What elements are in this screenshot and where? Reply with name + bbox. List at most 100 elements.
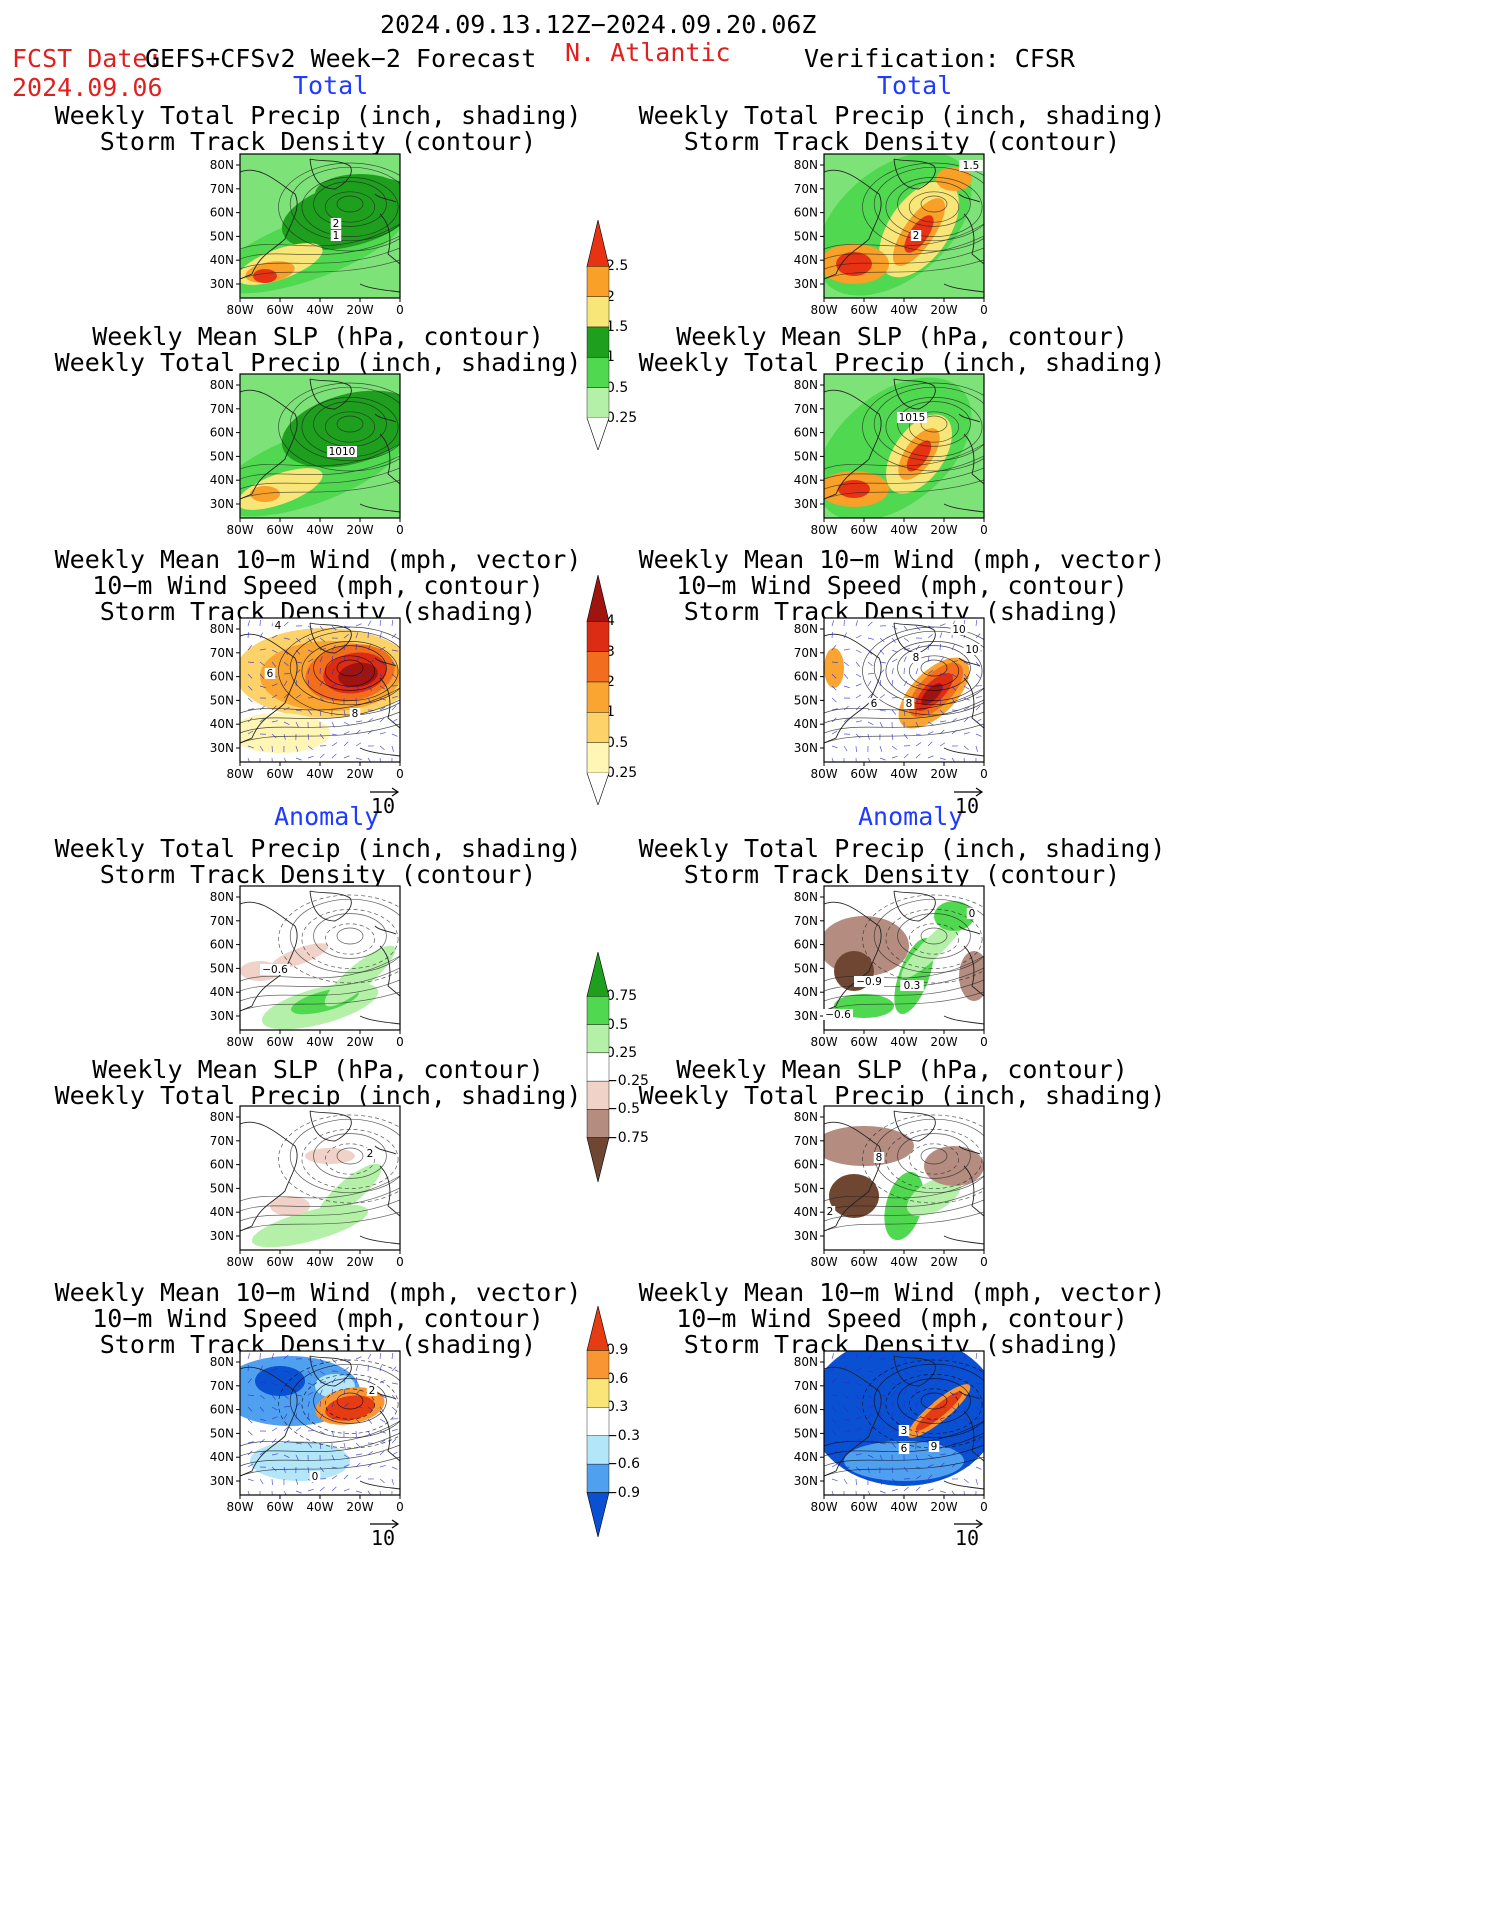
title-ob-total-wind: Weekly Mean 10−m Wind (mph, vector) 10−m… xyxy=(638,545,1166,626)
contour-label: 8 xyxy=(876,1152,883,1164)
lat-tick-label: 40N xyxy=(794,253,818,267)
contour-label: 8 xyxy=(906,698,913,710)
lat-tick-label: 50N xyxy=(210,1181,234,1195)
map-ob-total-precip: 80N 70N 60N 50N 40N 30N 80W 60W 40W 20W 0 1.5 2 xyxy=(794,153,988,316)
lon-tick-label: 80W xyxy=(810,523,837,536)
map-ob-anom-wind: 80N 70N 60N 50N 40N 30N 80W 60W 40W 20W 0 3 6 9 xyxy=(794,1350,988,1513)
lon-tick-label: 80W xyxy=(226,1035,253,1048)
lon-tick-label: 80W xyxy=(810,1035,837,1048)
contour-label: 1.5 xyxy=(963,160,980,172)
lat-tick-label: 60N xyxy=(794,206,818,220)
lon-tick-label: 0 xyxy=(396,1035,404,1048)
lon-tick-label: 0 xyxy=(980,1500,988,1513)
shading-region xyxy=(829,1174,879,1218)
lat-tick-label: 40N xyxy=(210,985,234,999)
reference-vector-arrow xyxy=(954,1519,984,1529)
lat-tick-label: 30N xyxy=(210,277,234,291)
contour-label: 6 xyxy=(871,698,878,710)
shading-region xyxy=(240,713,330,753)
lat-tick-label: 80N xyxy=(794,1355,818,1369)
colorbar-tick-label: 0.25 xyxy=(606,1044,638,1061)
reference-vector-label: 10 xyxy=(371,1526,396,1550)
shading-region xyxy=(315,394,400,434)
title-ob-total-slp: Weekly Mean SLP (hPa, contour) Weekly To… xyxy=(638,322,1166,377)
shading-region xyxy=(936,167,972,191)
shading-region xyxy=(315,174,400,214)
lat-tick-label: 40N xyxy=(210,1450,234,1464)
lat-tick-label: 50N xyxy=(210,961,234,975)
lat-tick-label: 30N xyxy=(794,277,818,291)
lat-tick-label: 70N xyxy=(210,402,234,416)
lat-tick-label: 40N xyxy=(794,1450,818,1464)
lon-tick-label: 0 xyxy=(980,523,988,536)
contour-label: 1010 xyxy=(329,446,356,458)
shading-region xyxy=(251,1204,369,1248)
colorbar-storm-anom xyxy=(586,1306,610,1537)
title-ob-anom-slp: Weekly Mean SLP (hPa, contour) Weekly To… xyxy=(638,1055,1166,1110)
lon-tick-label: 0 xyxy=(396,523,404,536)
lat-tick-label: 70N xyxy=(210,1379,234,1393)
lat-tick-label: 80N xyxy=(210,378,234,392)
lat-tick-label: 30N xyxy=(210,497,234,511)
contour-label: 2 xyxy=(369,1385,376,1397)
reference-vector-arrow xyxy=(370,787,400,797)
lat-tick-label: 40N xyxy=(210,717,234,731)
lat-tick-label: 80N xyxy=(210,158,234,172)
lat-tick-label: 50N xyxy=(794,693,818,707)
map-ob-anom-precip: 80N 70N 60N 50N 40N 30N 80W 60W 40W 20W 0 0 −0.9 0.3 −… xyxy=(794,885,988,1048)
lon-tick-label: 40W xyxy=(890,1500,917,1513)
lat-tick-label: 80N xyxy=(794,378,818,392)
lon-tick-label: 80W xyxy=(226,303,253,316)
lon-tick-label: 40W xyxy=(306,523,333,536)
lon-tick-label: 0 xyxy=(396,767,404,780)
colorbar-tick-label: −0.25 xyxy=(606,1073,649,1090)
lon-tick-label: 80W xyxy=(226,1500,253,1513)
lon-tick-label: 60W xyxy=(850,1035,877,1048)
colorbar-precip-anom xyxy=(586,952,610,1182)
lat-tick-label: 30N xyxy=(794,741,818,755)
shading-region xyxy=(924,1146,984,1186)
lon-tick-label: 20W xyxy=(930,1500,957,1513)
lat-tick-label: 60N xyxy=(794,1158,818,1172)
lon-tick-label: 40W xyxy=(306,1500,333,1513)
colorbar-tick-label: 2 xyxy=(606,288,615,305)
contour-label: 1 xyxy=(333,230,340,242)
contour-label: 2 xyxy=(913,230,920,242)
lon-tick-label: 80W xyxy=(810,1500,837,1513)
shading-region xyxy=(824,648,844,688)
contour-label: 3 xyxy=(901,1425,908,1437)
contour-label: 6 xyxy=(901,1443,908,1455)
lon-tick-label: 80W xyxy=(226,1255,253,1268)
lat-tick-label: 60N xyxy=(794,1403,818,1417)
shading-region xyxy=(921,683,943,705)
map-fc-total-slp: 80N 70N 60N 50N 40N 30N 80W 60W 40W 20W 0 1010 xyxy=(210,373,404,536)
contour-label: −0.6 xyxy=(825,1009,851,1021)
map-fc-total-wind: 80N 70N 60N 50N 40N 30N 80W 60W 40W 20W 0 4 6 8 xyxy=(210,617,404,780)
lat-tick-label: 30N xyxy=(794,1474,818,1488)
lon-tick-label: 60W xyxy=(266,1035,293,1048)
map-ob-anom-slp: 80N 70N 60N 50N 40N 30N 80W 60W 40W 20W 0 8 2 xyxy=(794,1105,988,1268)
lat-tick-label: 70N xyxy=(210,182,234,196)
lat-tick-label: 40N xyxy=(794,985,818,999)
map-fc-anom-slp: 80N 70N 60N 50N 40N 30N 80W 60W 40W 20W 0 2 xyxy=(210,1105,404,1268)
lat-tick-label: 70N xyxy=(210,914,234,928)
lon-tick-label: 40W xyxy=(306,767,333,780)
colorbar-tick-label: −0.6 xyxy=(606,1456,640,1473)
lat-tick-label: 60N xyxy=(210,938,234,952)
lat-tick-label: 80N xyxy=(210,1355,234,1369)
lon-tick-label: 60W xyxy=(266,523,293,536)
colorbar-tick-label: 0.75 xyxy=(606,988,638,1005)
colorbar-tick-label: 0.3 xyxy=(606,1399,629,1416)
lat-tick-label: 50N xyxy=(794,1426,818,1440)
section-total-verification: Total xyxy=(877,71,953,100)
lat-tick-label: 70N xyxy=(794,182,818,196)
colorbar-tick-label: 0.25 xyxy=(606,765,638,781)
lat-tick-label: 80N xyxy=(794,890,818,904)
lon-tick-label: 20W xyxy=(346,1255,373,1268)
lat-tick-label: 60N xyxy=(794,426,818,440)
lon-tick-label: 40W xyxy=(890,523,917,536)
shading-region xyxy=(253,269,277,283)
lon-tick-label: 40W xyxy=(306,1035,333,1048)
contour-label: 10 xyxy=(965,644,978,656)
title-fc-total-slp: Weekly Mean SLP (hPa, contour) Weekly To… xyxy=(54,322,582,377)
